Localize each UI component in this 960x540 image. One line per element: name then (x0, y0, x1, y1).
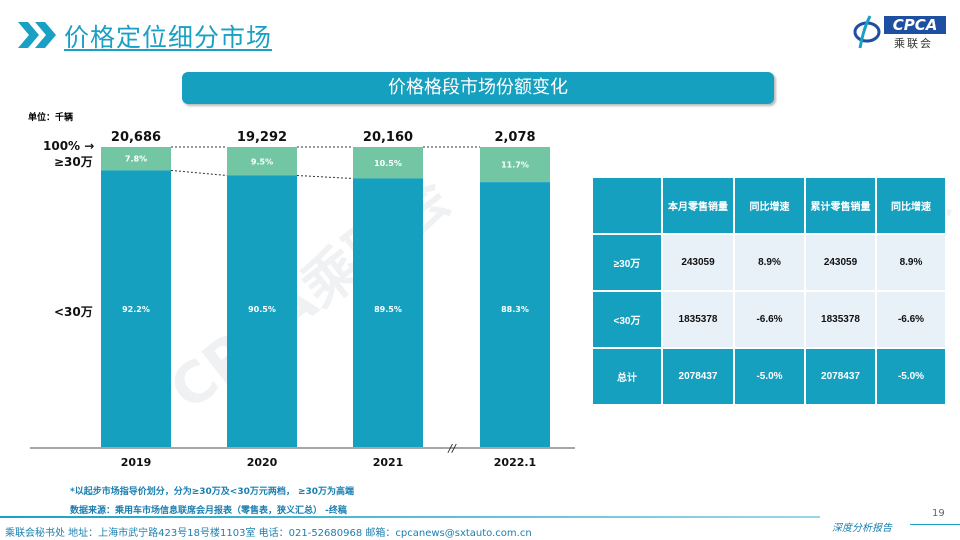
logo-emblem-icon (853, 15, 881, 49)
row-label: 总计 (591, 347, 663, 406)
total-label: 19,292 (237, 130, 287, 145)
data-label-low: 88.3% (501, 305, 529, 314)
sales-table: 本月零售销量 同比增速 累计零售销量 同比增速 ≥30万 243059 8.9%… (591, 176, 947, 406)
table-header: 本月零售销量 (661, 176, 735, 235)
category-label: 2022.1 (494, 456, 536, 469)
data-label-high: 9.5% (251, 157, 273, 166)
table-row-total: 总计 2078437 -5.0% 2078437 -5.0% (591, 347, 947, 406)
table-header (591, 176, 663, 235)
table-cell: 2078437 (804, 347, 877, 406)
connector-line (296, 175, 354, 179)
page-title: 价格定位细分市场 (64, 23, 273, 52)
connector-line (170, 169, 228, 176)
table-cell: 2078437 (661, 347, 735, 406)
bar-segment-low (480, 182, 550, 447)
table-header: 同比增速 (875, 176, 947, 235)
axis-break-mark: // (447, 442, 457, 455)
stacked-bar-chart: 7.8% 92.2% 20,686 2019 9.5% 90.5% 19,292 2020 10… (30, 130, 575, 469)
legend-high: ≥30万 (54, 155, 93, 169)
bar-segment-low (101, 170, 171, 447)
table-row: <30万 1835378 -6.6% 1835378 -6.6% (591, 290, 947, 349)
report-label: 深度分析报告 (832, 523, 892, 534)
data-label-high: 7.8% (125, 155, 147, 164)
footer-divider (0, 516, 820, 518)
bar-segment-high (101, 147, 171, 171)
data-label-low: 92.2% (122, 305, 150, 314)
logo-text: CPCA (884, 16, 946, 34)
footer-divider (910, 524, 960, 525)
table-cell: -6.6% (733, 290, 806, 349)
table-cell: 8.9% (733, 233, 806, 292)
table-cell: 243059 (661, 233, 735, 292)
row-label: <30万 (591, 290, 663, 349)
data-label-high: 10.5% (374, 159, 402, 168)
table-cell: -6.6% (875, 290, 947, 349)
cpca-logo: CPCA 乘联会 (852, 12, 952, 52)
bar-segment-high (480, 147, 550, 183)
table-row: ≥30万 243059 8.9% 243059 8.9% (591, 233, 947, 292)
data-source: 数据来源：乘用车市场信息联席会月报表（零售表，狭义汇总） -终稿 (70, 506, 347, 516)
table-header: 同比增速 (733, 176, 806, 235)
bar-segment-low (227, 175, 297, 447)
footnote: *以起步市场指导价划分，分为≥30万及<30万元两档， ≥30万为高端 (70, 487, 355, 497)
footer-contact: 乘联会秘书处 地址：上海市武宁路423号18号楼1103室 电话：021-526… (5, 528, 532, 539)
logo-sub: 乘联会 (894, 37, 933, 50)
table-cell: 8.9% (875, 233, 947, 292)
bar-segment-low (353, 178, 423, 447)
bar-segment-high (227, 147, 297, 176)
unit-label: 单位：千辆 (28, 113, 74, 123)
total-label: 20,686 (111, 130, 161, 145)
bar-segment-high (353, 147, 423, 179)
legend-low: <30万 (54, 305, 93, 319)
category-label: 2020 (247, 456, 278, 469)
table-header: 累计零售销量 (804, 176, 877, 235)
category-label: 2021 (373, 456, 404, 469)
table-cell: -5.0% (875, 347, 947, 406)
category-label: 2019 (121, 456, 152, 469)
row-label: ≥30万 (591, 233, 663, 292)
data-label-low: 90.5% (248, 305, 276, 314)
chevron-double-icon (18, 22, 56, 48)
table-header-row: 本月零售销量 同比增速 累计零售销量 同比增速 (591, 176, 947, 235)
section-title: 价格格段市场份额变化 (182, 72, 774, 104)
page-number: 19 (932, 508, 945, 519)
total-label: 2,078 (494, 130, 535, 145)
table-cell: 243059 (804, 233, 877, 292)
table-cell: -5.0% (733, 347, 806, 406)
table-cell: 1835378 (804, 290, 877, 349)
data-label-high: 11.7% (501, 161, 529, 170)
data-label-low: 89.5% (374, 305, 402, 314)
table-cell: 1835378 (661, 290, 735, 349)
total-label: 20,160 (363, 130, 413, 145)
top-100-label: 100% → (43, 139, 95, 153)
